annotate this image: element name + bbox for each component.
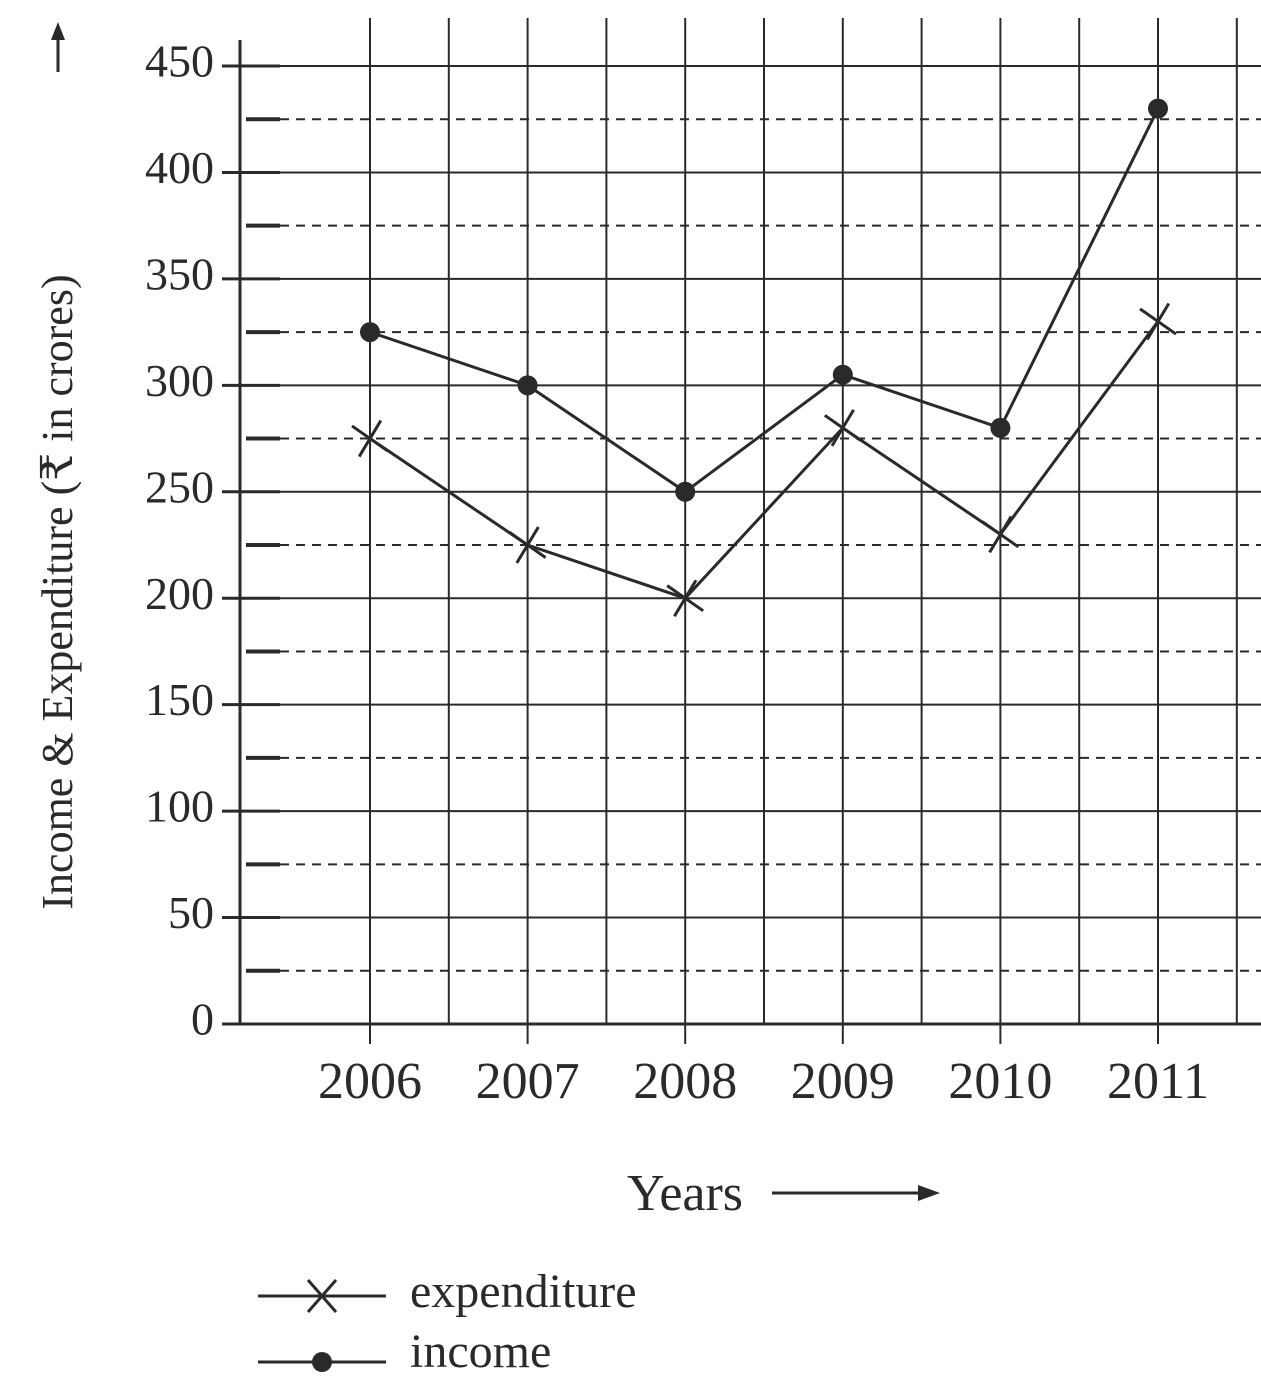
x-axis-arrow-icon xyxy=(772,1185,940,1201)
legend-item-income: income xyxy=(258,1325,551,1378)
x-tick-label: 2006 xyxy=(318,1053,422,1110)
y-tick-label: 200 xyxy=(145,568,214,619)
y-tick-labels: 0 50 100 150 200 250 300 350 400 450 xyxy=(145,36,214,1045)
data-point-income xyxy=(832,364,853,385)
data-point-expenditure xyxy=(508,526,547,564)
x-tick-label: 2007 xyxy=(476,1053,580,1110)
data-point-income xyxy=(990,417,1011,438)
y-tick-label: 300 xyxy=(145,355,214,406)
x-tick-label: 2010 xyxy=(948,1053,1052,1110)
y-tick-label: 50 xyxy=(168,887,214,938)
dot-marker-icon xyxy=(258,1352,386,1372)
data-point-income xyxy=(675,481,696,502)
data-point-income xyxy=(517,375,538,396)
data-point-expenditure xyxy=(666,579,705,617)
axes xyxy=(238,40,1261,1026)
y-tick-label: 0 xyxy=(191,994,214,1045)
grid xyxy=(222,18,1261,1044)
cross-marker-icon xyxy=(258,1279,386,1313)
data-point-expenditure xyxy=(981,515,1020,554)
data-point-expenditure xyxy=(823,409,862,447)
y-tick-label: 450 xyxy=(145,36,214,87)
legend: expenditure income xyxy=(258,1265,637,1378)
legend-label-expenditure: expenditure xyxy=(410,1265,637,1318)
y-axis-arrow-icon xyxy=(51,22,65,72)
data-point-expenditure xyxy=(1139,302,1177,341)
series-line-income xyxy=(369,107,1160,494)
data-point-income xyxy=(1148,98,1168,119)
legend-item-expenditure: expenditure xyxy=(258,1265,637,1318)
y-tick-label: 150 xyxy=(145,674,214,725)
series xyxy=(351,98,1177,617)
data-point-expenditure xyxy=(351,419,389,458)
y-tick-label: 250 xyxy=(145,461,214,512)
y-tick-label: 100 xyxy=(145,781,214,832)
x-tick-label: 2008 xyxy=(633,1053,737,1110)
x-tick-labels: 2006 2007 2008 2009 2010 2011 xyxy=(318,1053,1209,1110)
series-line-expenditure xyxy=(369,320,1160,600)
x-tick-label: 2009 xyxy=(791,1053,895,1110)
y-tick-label: 400 xyxy=(145,142,214,193)
y-tick-label: 350 xyxy=(145,248,214,299)
legend-label-income: income xyxy=(410,1325,551,1378)
x-axis-label: Years xyxy=(627,1165,743,1222)
y-axis-label: Income & Expenditure (₹ in crores) xyxy=(33,274,82,909)
data-point-income xyxy=(360,322,380,343)
x-tick-label: 2011 xyxy=(1107,1053,1209,1110)
